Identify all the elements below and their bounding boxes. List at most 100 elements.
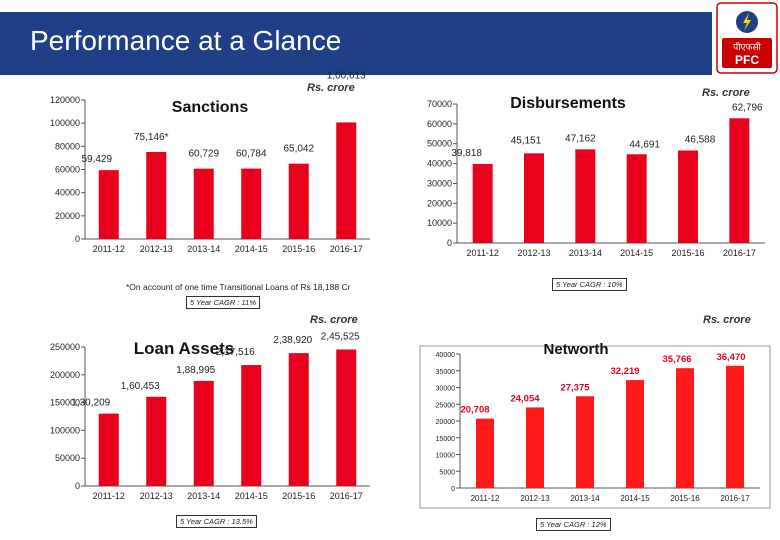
networth-x-tick-label: 2015-16 bbox=[670, 494, 700, 503]
sanctions-bar bbox=[288, 163, 309, 239]
networth-value-label: 27,375 bbox=[560, 382, 590, 393]
sanctions-chart: 0 20000 40000 60000 80000 100000 120000 Sanctio… bbox=[50, 70, 370, 254]
sanctions-value-label: 60,729 bbox=[188, 149, 219, 160]
networth-bar bbox=[676, 368, 694, 488]
disbursements-unit-label: Rs. crore bbox=[702, 87, 750, 99]
networth-bar bbox=[526, 407, 544, 488]
loan-assets-y-tick-label: 0 bbox=[75, 481, 80, 491]
disbursements-y-tick-label: 30000 bbox=[427, 178, 452, 188]
disbursements-title: Disbursements bbox=[510, 95, 626, 112]
networth-bar bbox=[626, 380, 644, 488]
loan-assets-value-label: 1,30,209 bbox=[71, 398, 110, 409]
disbursements-x-tick-label: 2012-13 bbox=[517, 248, 550, 258]
networth-y-tick-label: 15000 bbox=[436, 436, 456, 443]
disbursements-y-tick-label: 60000 bbox=[427, 119, 452, 129]
sanctions-y-tick-label: 60000 bbox=[55, 165, 80, 175]
sanctions-y-tick-label: 120000 bbox=[50, 95, 80, 105]
disbursements-y-tick-label: 40000 bbox=[427, 159, 452, 169]
networth-x-tick-label: 2013-14 bbox=[570, 494, 600, 503]
sanctions-x-tick-label: 2011-12 bbox=[93, 244, 125, 254]
networth-cagr: 5 Year CAGR : 12% bbox=[536, 518, 611, 531]
networth-x-tick-label: 2011-12 bbox=[471, 494, 500, 503]
networth-y-tick-label: 25000 bbox=[436, 402, 456, 409]
disbursements-bar bbox=[729, 118, 750, 243]
disbursements-bar bbox=[472, 163, 493, 243]
disbursements-y-tick-label: 0 bbox=[447, 238, 452, 248]
disbursements-bar bbox=[678, 150, 698, 243]
disbursements-x-tick-label: 2015-16 bbox=[671, 248, 704, 258]
loan-assets-bar bbox=[241, 365, 262, 486]
sanctions-value-label: 60,784 bbox=[236, 149, 267, 160]
logo-abbr-text: PFC bbox=[735, 53, 759, 67]
sanctions-y-tick-label: 80000 bbox=[55, 141, 80, 151]
disbursements-value-label: 46,588 bbox=[685, 134, 716, 145]
sanctions-y-tick-label: 0 bbox=[75, 234, 80, 244]
sanctions-y-tick-label: 100000 bbox=[50, 118, 80, 128]
networth-bar bbox=[476, 418, 494, 488]
networth-value-label: 35,766 bbox=[662, 354, 691, 365]
pfc-logo: पीएफसी PFC bbox=[716, 2, 778, 74]
sanctions-bar bbox=[146, 151, 167, 239]
disbursements-value-label: 45,151 bbox=[511, 135, 542, 146]
disbursements-value-label: 44,691 bbox=[629, 139, 660, 150]
disbursements-x-tick-label: 2011-12 bbox=[466, 248, 498, 258]
disbursements-value-label: 62,796 bbox=[732, 102, 763, 113]
sanctions-value-label: 59,429 bbox=[81, 154, 112, 165]
networth-value-label: 32,219 bbox=[610, 366, 639, 377]
sanctions-cagr: 5 Year CAGR : 11% bbox=[186, 296, 261, 309]
networth-value-label: 36,470 bbox=[716, 352, 745, 363]
loan-assets-x-tick-label: 2013-14 bbox=[187, 491, 220, 501]
disbursements-y-tick-label: 50000 bbox=[427, 139, 452, 149]
page-title: Performance at a Glance bbox=[30, 25, 342, 56]
loan-assets-y-tick-label: 250000 bbox=[50, 342, 80, 352]
networth-y-tick-label: 10000 bbox=[436, 453, 456, 460]
disbursements-y-tick-label: 20000 bbox=[427, 198, 452, 208]
header: Performance at a Glance पीएफसी PFC bbox=[0, 0, 780, 75]
sanctions-y-tick-label: 40000 bbox=[55, 188, 80, 198]
loan-assets-title: Loan Assets bbox=[134, 339, 234, 358]
loan-assets-value-label: 1,88,995 bbox=[176, 365, 215, 376]
disbursements-bar bbox=[524, 153, 544, 243]
networth-bar bbox=[576, 396, 594, 488]
loan-assets-y-tick-label: 100000 bbox=[50, 425, 80, 435]
sanctions-bar bbox=[241, 168, 262, 239]
loan-assets-cagr: 5 Year CAGR : 13.5% bbox=[176, 515, 257, 528]
disbursements-chart: 0 10000 20000 30000 40000 50000 60000 70000 Disb… bbox=[427, 95, 765, 258]
networth-y-tick-label: 40000 bbox=[436, 352, 456, 359]
networth-y-tick-label: 30000 bbox=[436, 386, 456, 393]
sanctions-footnote: *On account of one time Transitional Loa… bbox=[126, 282, 351, 292]
disbursements-x-tick-label: 2016-17 bbox=[723, 248, 756, 258]
loan-assets-y-tick-label: 50000 bbox=[55, 453, 80, 463]
networth-y-tick-label: 35000 bbox=[436, 369, 456, 376]
loan-assets-bar bbox=[336, 349, 357, 486]
sanctions-y-tick-label: 20000 bbox=[55, 211, 80, 221]
loan-assets-x-tick-label: 2014-15 bbox=[235, 491, 268, 501]
loan-assets-value-label: 2,45,525 bbox=[321, 331, 360, 342]
disbursements-y-tick-label: 10000 bbox=[427, 218, 452, 228]
disbursements-bar bbox=[626, 154, 647, 243]
disbursements-x-tick-label: 2014-15 bbox=[620, 248, 653, 258]
disbursements-value-label: 47,162 bbox=[565, 133, 596, 144]
networth-y-tick-label: 5000 bbox=[439, 469, 455, 476]
sanctions-title: Sanctions bbox=[172, 99, 249, 116]
loan-assets-unit-label: Rs. crore bbox=[310, 314, 358, 326]
loan-assets-chart: 0 50000 100000 150000 200000 250000 Loan Asset… bbox=[50, 331, 370, 501]
sanctions-bar bbox=[193, 168, 214, 239]
loan-assets-bar bbox=[146, 396, 167, 486]
networth-x-tick-label: 2016-17 bbox=[720, 494, 750, 503]
loan-assets-bar bbox=[288, 353, 309, 486]
disbursements-y-tick-label: 70000 bbox=[427, 99, 452, 109]
header-bar bbox=[0, 12, 712, 75]
loan-assets-bar bbox=[193, 380, 214, 486]
networth-bar bbox=[726, 365, 744, 488]
loan-assets-value-label: 2,17,516 bbox=[216, 347, 255, 358]
disbursements-bar bbox=[575, 149, 596, 243]
loan-assets-x-tick-label: 2016-17 bbox=[330, 491, 363, 501]
loan-assets-x-tick-label: 2015-16 bbox=[282, 491, 315, 501]
loan-assets-y-tick-label: 150000 bbox=[50, 398, 80, 408]
sanctions-x-tick-label: 2012-13 bbox=[140, 244, 173, 254]
sanctions-x-tick-label: 2016-17 bbox=[330, 244, 363, 254]
networth-value-label: 20,708 bbox=[460, 405, 489, 416]
loan-assets-x-tick-label: 2011-12 bbox=[93, 491, 125, 501]
sanctions-value-label: 65,042 bbox=[283, 144, 314, 155]
